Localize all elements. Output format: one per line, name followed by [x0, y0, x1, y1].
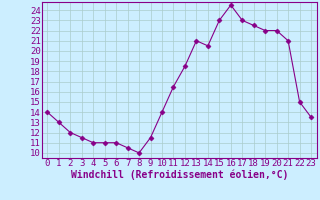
X-axis label: Windchill (Refroidissement éolien,°C): Windchill (Refroidissement éolien,°C) [70, 169, 288, 180]
